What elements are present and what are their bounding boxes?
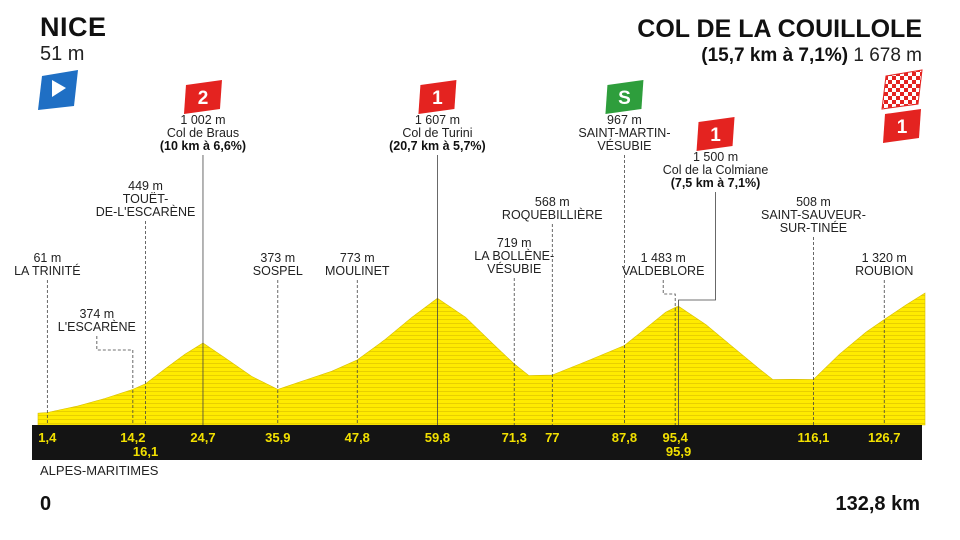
climb-badges: 2 1 S 1 1 — [183, 80, 921, 151]
sprint-badge-label: S — [618, 88, 631, 109]
waypoint-overlay-lines — [46, 155, 885, 425]
kilometre-strip — [32, 425, 922, 460]
waypoint-altitude: 719 m — [497, 236, 532, 250]
waypoint-altitude: 967 m — [607, 113, 642, 127]
km-label-11: 95,9 — [666, 444, 691, 459]
waypoint-altitude: 61 m — [33, 251, 61, 265]
climb-category-badge-11-label: 1 — [710, 125, 721, 146]
waypoint-name: MOULINET — [325, 264, 390, 278]
km-label-12: 116,1 — [798, 430, 830, 445]
finish-category-badge: 1 — [883, 109, 921, 143]
waypoint-altitude: 1 607 m — [415, 113, 460, 127]
finish-altitude: 1 678 m — [853, 45, 922, 66]
waypoint-name: SUR-TINÉE — [780, 220, 847, 235]
climb-category-badge-3-label: 2 — [198, 88, 209, 109]
elevation-profile-area — [37, 292, 926, 426]
km-label-8: 77 — [545, 430, 559, 445]
waypoint-climb-stats: (7,5 km à 7,1%) — [671, 176, 761, 190]
km-label-2: 16,1 — [133, 444, 158, 459]
waypoint-altitude: 1 483 m — [641, 251, 686, 265]
waypoint-climb-stats: (10 km à 6,6%) — [160, 139, 246, 153]
finish-climb-stats: (15,7 km à 7,1%) — [701, 45, 849, 66]
waypoint-name: Col de Turini — [402, 126, 472, 140]
start-flag-icon — [38, 70, 78, 110]
finish-name: COL DE LA COUILLOLE — [637, 15, 922, 43]
waypoint-name: SAINT-MARTIN- — [578, 126, 670, 140]
finish-flag-icon — [881, 69, 923, 110]
waypoint-altitude: 373 m — [260, 251, 295, 265]
km-label-13: 126,7 — [868, 430, 901, 445]
waypoint-name: LA BOLLÈNE- — [474, 248, 554, 263]
waypoint-7: 719 mLA BOLLÈNE-VÉSUBIE — [474, 236, 554, 276]
waypoint-altitude: 1 500 m — [693, 150, 738, 164]
finish-subtitle: (15,7 km à 7,1%) 1 678 m — [701, 46, 922, 65]
km-label-7: 71,3 — [502, 430, 527, 445]
waypoint-altitude: 568 m — [535, 195, 570, 209]
climb-category-badge-3: 2 — [183, 80, 222, 114]
finish-category-badge-label: 1 — [897, 117, 908, 138]
waypoint-altitude: 1 002 m — [180, 113, 225, 127]
waypoint-name: VALDEBLORE — [622, 264, 704, 278]
waypoint-altitude: 773 m — [340, 251, 375, 265]
waypoint-0: 61 mLA TRINITÉ — [14, 251, 80, 278]
waypoint-altitude: 1 320 m — [862, 251, 907, 265]
km-label-5: 47,8 — [345, 430, 370, 445]
start-altitude: 51 m — [40, 43, 85, 65]
region-label: ALPES-MARITIMES — [40, 463, 159, 478]
km-label-10: 95,4 — [663, 430, 689, 445]
kilometre-labels: 1,4 14,216,1 24,7 35,9 47,8 59,8 71,3 77 87,8 95,… — [38, 430, 900, 459]
waypoint-name: TOUËT- — [123, 192, 169, 206]
climb-category-badge-6: 1 — [418, 80, 457, 114]
waypoint-altitude: 508 m — [796, 195, 831, 209]
waypoint-name: VÉSUBIE — [487, 261, 541, 276]
climb-category-badge-6-label: 1 — [432, 88, 443, 109]
waypoint-name: SAINT-SAUVEUR- — [761, 208, 866, 222]
waypoint-name: VÉSUBIE — [597, 138, 651, 153]
waypoint-name: DE-L'ESCARÈNE — [96, 204, 196, 219]
waypoint-name: SOSPEL — [253, 264, 303, 278]
km-label-1: 14,2 — [120, 430, 145, 445]
waypoint-labels: 61 mLA TRINITÉ 374 mL'ESCARÈNE 449 mTOUËT-… — [14, 113, 913, 334]
distance-start-label: 0 — [40, 493, 52, 515]
waypoint-name: Col de la Colmiane — [663, 163, 769, 177]
waypoint-altitude: 449 m — [128, 179, 163, 193]
waypoint-name: L'ESCARÈNE — [58, 319, 136, 334]
km-label-6: 59,8 — [425, 430, 450, 445]
km-label-3: 24,7 — [190, 430, 215, 445]
start-town-name: NICE — [40, 12, 107, 42]
waypoint-1: 374 mL'ESCARÈNE — [58, 307, 136, 334]
km-label-9: 87,8 — [612, 430, 637, 445]
waypoint-climb-stats: (20,7 km à 5,7%) — [389, 139, 486, 153]
waypoint-name: Col de Braus — [167, 126, 239, 140]
waypoint-altitude: 374 m — [79, 307, 114, 321]
km-label-0: 1,4 — [38, 430, 57, 445]
sprint-badge: S — [605, 80, 644, 114]
waypoint-name: LA TRINITÉ — [14, 263, 80, 278]
waypoint-name: ROUBION — [855, 264, 913, 278]
climb-category-badge-11: 1 — [696, 117, 735, 151]
distance-end-label: 132,8 km — [835, 493, 920, 515]
km-label-4: 35,9 — [265, 430, 290, 445]
waypoint-name: ROQUEBILLIÈRE — [502, 207, 603, 222]
